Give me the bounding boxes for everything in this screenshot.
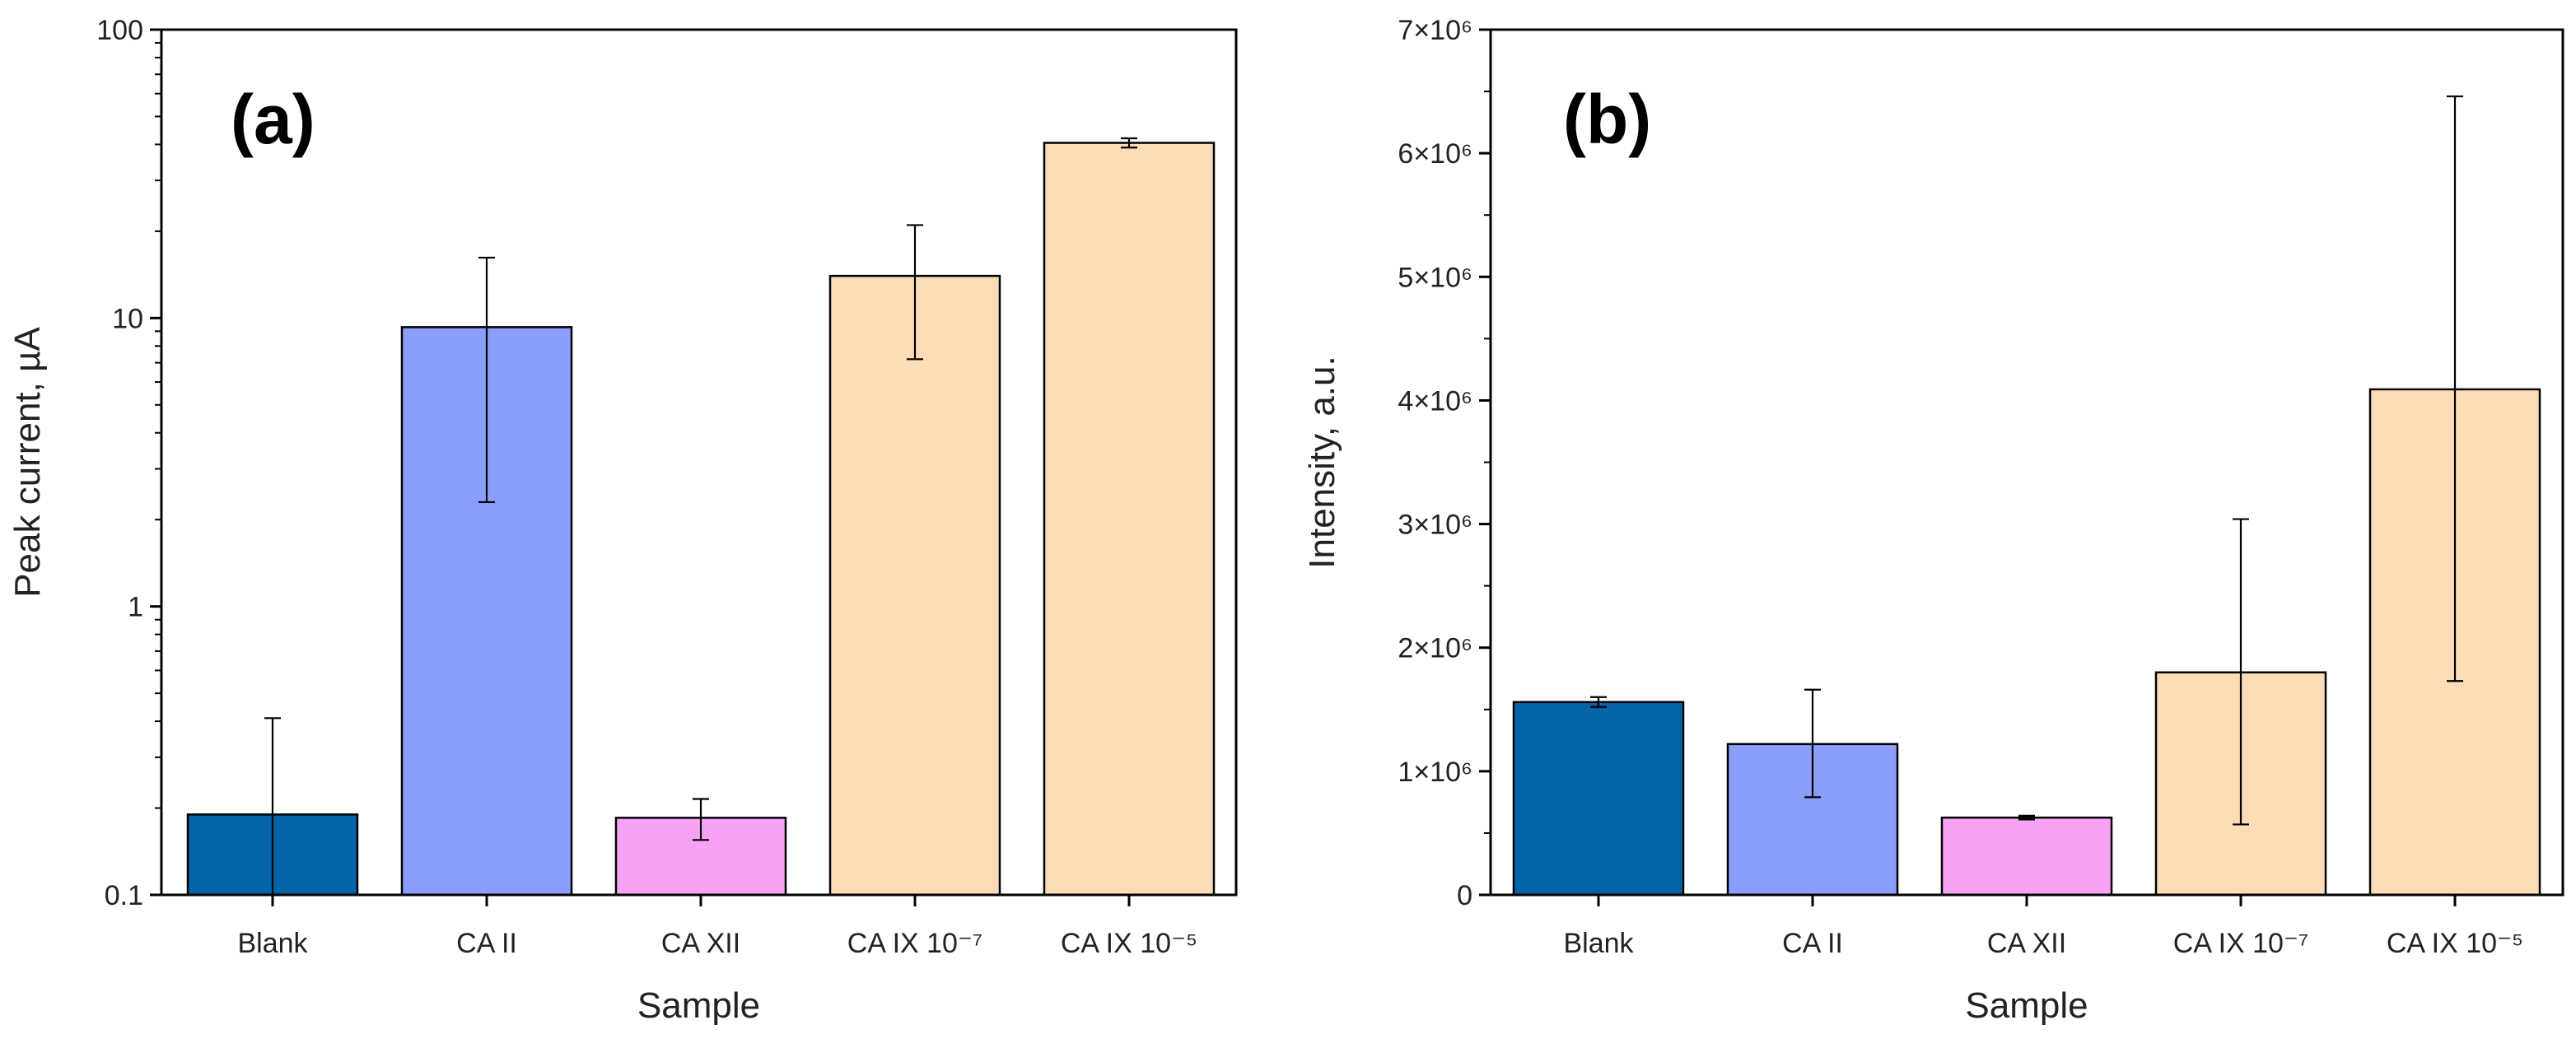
error-bar-4 xyxy=(2233,518,2249,826)
y-tick-label: 4×10⁶ xyxy=(1398,385,1472,417)
x-tick-label: Blank xyxy=(237,928,308,959)
y-tick-label: 7×10⁶ xyxy=(1398,15,1472,46)
panel-label: (a) xyxy=(231,81,315,158)
error-bar-3 xyxy=(2018,814,2035,821)
x-tick-label: CA II xyxy=(1782,928,1843,959)
y-tick-label: 0 xyxy=(1457,880,1472,911)
bar-4 xyxy=(828,274,1001,897)
panel-label: (b) xyxy=(1563,81,1651,158)
x-axis-title: Sample xyxy=(1965,985,2088,1026)
bar-5 xyxy=(1043,142,1216,897)
panel-a-chart: 0.1 1 10 100 Blank CA II CA XII CA IX 10⁻⁷ CA IX… xyxy=(7,15,1238,1026)
error-bar-2 xyxy=(478,256,495,504)
y-tick-label: 1 xyxy=(128,592,143,623)
y-tick-label: 0.1 xyxy=(105,880,143,911)
panel-b-chart: 0 1×10⁶ 2×10⁶ 3×10⁶ 4×10⁶ 5×10⁶ 6×10⁶ 7×10⁶ Blan… xyxy=(1302,15,2564,1026)
y-tick-label: 2×10⁶ xyxy=(1398,633,1472,664)
error-bar-5 xyxy=(2447,95,2463,682)
y-tick-label: 10 xyxy=(112,303,143,334)
y-tick-label: 100 xyxy=(96,15,143,46)
x-tick-label: CA IX 10⁻⁷ xyxy=(847,928,982,959)
error-bar-5 xyxy=(1121,137,1137,149)
error-bar-3 xyxy=(693,798,709,841)
error-bar-2 xyxy=(1804,688,1821,799)
y-tick-label: 1×10⁶ xyxy=(1398,757,1472,788)
x-axis-title: Sample xyxy=(637,985,760,1026)
y-axis-title: Intensity, a.u. xyxy=(1302,356,1342,568)
x-tick-label: Blank xyxy=(1563,928,1634,959)
error-bar-1 xyxy=(1590,696,1607,708)
x-tick-label: CA IX 10⁻⁵ xyxy=(2387,928,2523,959)
x-tick-label: CA II xyxy=(456,928,517,959)
y-tick-label: 5×10⁶ xyxy=(1398,262,1472,293)
y-tick-label: 3×10⁶ xyxy=(1398,510,1472,541)
x-tick-label: CA IX 10⁻⁵ xyxy=(1061,928,1197,959)
x-tick-label: CA XII xyxy=(661,928,740,959)
y-axis-title: Peak current, µA xyxy=(7,327,48,598)
error-bar-4 xyxy=(907,224,923,361)
x-tick-label: CA IX 10⁻⁷ xyxy=(2173,928,2308,959)
x-tick-label: CA XII xyxy=(1987,928,2066,959)
plot-frame xyxy=(160,28,1238,897)
y-tick-label: 6×10⁶ xyxy=(1398,138,1472,170)
bar-1 xyxy=(1512,701,1685,897)
bar-3 xyxy=(1940,816,2113,897)
